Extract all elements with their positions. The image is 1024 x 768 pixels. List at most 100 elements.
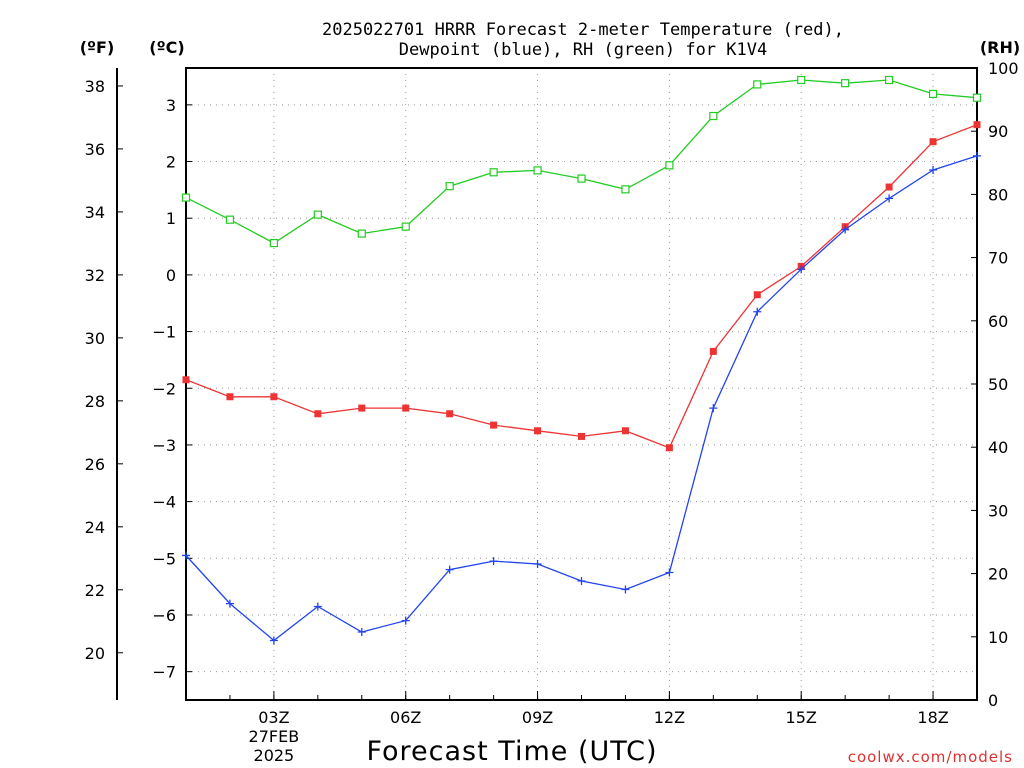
rh-point — [269, 238, 278, 248]
series-layer — [181, 75, 982, 645]
dewpoint-point — [269, 636, 278, 645]
celsius-tick-label: 1 — [166, 209, 176, 228]
rh-series — [181, 75, 982, 248]
dewpoint-point — [753, 307, 762, 316]
temperature-point — [578, 432, 585, 440]
temperature-point — [534, 427, 542, 435]
rh-point — [181, 193, 191, 202]
x-tick-label: 09Z — [522, 708, 553, 727]
dewpoint-point — [489, 557, 498, 566]
dewpoint-point — [621, 585, 630, 594]
celsius-tick-label: −7 — [152, 663, 176, 682]
rh-tick-label: 70 — [988, 249, 1008, 268]
rh-point — [533, 166, 542, 175]
grid-lines — [186, 68, 977, 700]
rh-point — [841, 79, 850, 88]
celsius-tick-label: −2 — [152, 379, 176, 398]
rh-point — [357, 229, 366, 238]
celsius-tick-label: −1 — [152, 323, 176, 342]
fahrenheit-tick-label: 22 — [85, 581, 105, 600]
rh-point — [928, 89, 938, 99]
rh-tick-label: 40 — [988, 438, 1008, 457]
temperature-point — [621, 427, 629, 435]
rh-point — [445, 182, 454, 191]
celsius-tick-label: 2 — [166, 153, 176, 172]
x-tick-label: 03Z — [258, 708, 289, 727]
temperature-point — [753, 291, 761, 299]
temperature-point — [929, 138, 937, 146]
fahrenheit-tick-label: 20 — [85, 644, 105, 663]
x-axis-title: Forecast Time (UTC) — [366, 736, 657, 767]
rh-point — [753, 80, 762, 89]
fahrenheit-tick-label: 34 — [85, 203, 105, 222]
rh-point — [885, 75, 894, 85]
rh-point — [225, 215, 235, 224]
temperature-series — [182, 121, 981, 452]
celsius-tick-label: −3 — [152, 436, 176, 455]
celsius-tick-label: 3 — [166, 96, 176, 115]
fahrenheit-tick-label: 38 — [85, 77, 105, 96]
rh-point — [489, 168, 498, 177]
x-tick-label: 06Z — [390, 708, 421, 727]
celsius-unit-label: (ºC) — [149, 38, 184, 57]
dewpoint-point — [313, 602, 322, 611]
rh-tick-label: 50 — [988, 375, 1008, 394]
temperature-point — [182, 376, 190, 384]
celsius-axis: 3 2 1 0 −1 −2 −3 −4 −5 −6 −7 — [152, 96, 192, 682]
rh-tick-label: 60 — [988, 312, 1008, 331]
dewpoint-point — [929, 166, 938, 175]
fahrenheit-unit-label: (ºF) — [80, 38, 115, 57]
fahrenheit-tick-label: 28 — [85, 392, 105, 411]
dewpoint-point — [841, 225, 850, 234]
rh-unit-label: (RH) — [980, 38, 1020, 57]
celsius-tick-label: −5 — [152, 549, 176, 568]
rh-tick-label: 20 — [988, 565, 1008, 584]
x-tick-label: 18Z — [917, 708, 948, 727]
dewpoint-point — [445, 565, 454, 574]
temperature-point — [358, 404, 366, 412]
temperature-line — [185, 124, 978, 449]
rh-tick-label: 10 — [988, 628, 1008, 647]
fahrenheit-tick-label: 32 — [85, 266, 105, 285]
fahrenheit-axis: 38 36 34 32 30 28 26 24 22 20 — [85, 77, 123, 663]
rh-point — [401, 222, 410, 231]
watermark: coolwx.com/models — [848, 748, 1013, 766]
fahrenheit-tick-label: 36 — [85, 140, 105, 159]
rh-point — [797, 75, 806, 85]
dewpoint-point — [533, 559, 542, 568]
dewpoint-point — [709, 404, 718, 413]
fahrenheit-tick-label: 24 — [85, 518, 105, 537]
celsius-tick-label: −6 — [152, 606, 176, 625]
temperature-point — [709, 347, 717, 355]
dewpoint-point — [577, 576, 586, 585]
rh-tick-label: 100 — [988, 59, 1019, 78]
rh-point — [313, 210, 322, 219]
rh-point — [972, 93, 982, 102]
chart-title-line2: Dewpoint (blue), RH (green) for K1V4 — [399, 40, 767, 60]
celsius-tick-label: −4 — [152, 493, 176, 512]
x-tick-label: 15Z — [786, 708, 817, 727]
rh-point — [665, 161, 674, 170]
temperature-point — [885, 183, 893, 191]
dewpoint-series — [182, 151, 981, 645]
dewpoint-point — [885, 194, 894, 203]
x-tick-label: 12Z — [654, 708, 685, 727]
rh-point — [577, 174, 586, 183]
temperature-point — [665, 444, 673, 452]
temperature-point — [973, 121, 981, 129]
rh-point — [621, 185, 630, 194]
rh-tick-label: 30 — [988, 501, 1008, 520]
rh-point — [709, 111, 718, 121]
chart-title-line1: 2025022701 HRRR Forecast 2-meter Tempera… — [322, 20, 844, 40]
dewpoint-point — [665, 568, 674, 577]
dewpoint-point — [797, 265, 806, 274]
temperature-point — [446, 410, 454, 418]
fahrenheit-tick-label: 30 — [85, 329, 105, 348]
dewpoint-point — [401, 616, 410, 625]
rh-tick-label: 0 — [988, 691, 998, 710]
temperature-point — [314, 410, 322, 418]
celsius-tick-label: 0 — [166, 266, 176, 285]
